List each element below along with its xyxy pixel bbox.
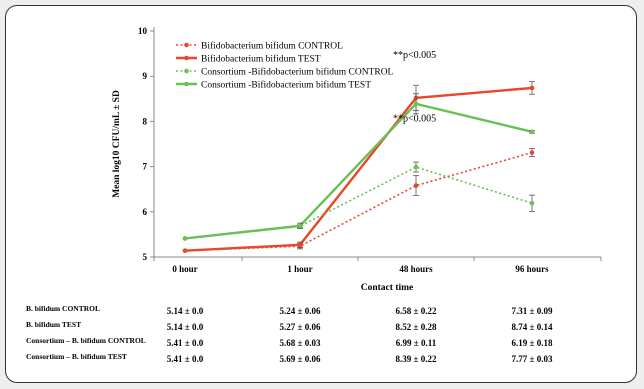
data-point (529, 200, 535, 206)
legend-swatch-marker (184, 42, 189, 48)
table-row-label: B. bifidum CONTROL (26, 304, 100, 313)
data-point (413, 183, 419, 188)
y-tick-label: 6 (143, 207, 148, 217)
table-cell: 5.27 ± 0.06 (280, 322, 321, 332)
y-axis-title: Mean log10 CFU/mL ± SD (112, 90, 122, 198)
table-cell: 5.41 ± 0.0 (167, 354, 204, 364)
legend-label: Consortium -Bifidobacterium bifidum CONT… (201, 67, 394, 78)
y-tick-label: 8 (143, 116, 148, 126)
legend-label: Consortium -Bifidobacterium bifidum TEST (201, 80, 371, 91)
legend-label: Bifidobacterium bifidum TEST (201, 54, 321, 65)
legend-swatch-marker (184, 81, 189, 87)
x-axis-title: Contact time (361, 283, 414, 293)
table-cell: 8.39 ± 0.22 (396, 354, 437, 364)
y-tick-label: 10 (138, 26, 148, 36)
table-cell: 5.68 ± 0.03 (280, 338, 321, 348)
line-chart: 5 6 7 8 9 10 0 hour 1 hour 48 hours 96 hours Conta… (26, 26, 602, 364)
series-line (184, 102, 533, 240)
x-tick-label: 48 hours (399, 264, 433, 274)
table-cell: 6.58 ± 0.22 (396, 306, 437, 316)
table-cell: 5.24 ± 0.06 (280, 306, 321, 316)
x-tick-label: 96 hours (515, 264, 549, 274)
y-tick-label: 9 (143, 71, 148, 81)
table-cell: 8.74 ± 0.14 (512, 322, 553, 332)
data-point (529, 150, 535, 155)
table-row-label: Consortium – B. bifidum CONTROL (26, 336, 146, 345)
legend-swatch-marker (184, 68, 189, 74)
data-point (413, 101, 419, 107)
data-point (529, 129, 535, 135)
data-point (182, 248, 188, 253)
table-cell: 5.14 ± 0.0 (167, 322, 204, 332)
series-line (184, 166, 533, 240)
table-cell: 8.52 ± 0.28 (396, 322, 437, 332)
y-tick-label: 7 (143, 162, 148, 172)
significance-annotation: **p<0.005 (393, 50, 436, 61)
table-cell: 5.41 ± 0.0 (167, 338, 204, 348)
table-row-label: Consortium – B. bifidum TEST (26, 352, 127, 361)
legend-label: Bifidobacterium bifidum CONTROL (201, 41, 343, 52)
data-point (529, 85, 535, 91)
figure-frame: 5 6 7 8 9 10 0 hour 1 hour 48 hours 96 hours Conta… (5, 5, 637, 383)
data-point (413, 164, 419, 170)
table-row-label: B. bifidum TEST (26, 320, 81, 329)
series-line (184, 86, 533, 252)
series-line (184, 151, 533, 252)
table-cell: 7.31 ± 0.09 (512, 306, 553, 316)
legend-swatch-marker (184, 55, 189, 61)
table-cell: 7.77 ± 0.03 (512, 354, 553, 364)
y-tick-label: 5 (143, 252, 148, 262)
table-cell: 6.99 ± 0.11 (396, 338, 437, 348)
significance-annotation: **p<0.005 (393, 113, 436, 124)
data-point (182, 236, 188, 241)
table-cell: 6.19 ± 0.18 (512, 338, 553, 348)
x-tick-label: 1 hour (287, 264, 312, 274)
data-point (297, 223, 303, 229)
data-point (297, 242, 303, 248)
table-cell: 5.69 ± 0.06 (280, 354, 321, 364)
table-cell: 5.14 ± 0.0 (167, 306, 204, 316)
x-tick-label: 0 hour (172, 264, 197, 274)
